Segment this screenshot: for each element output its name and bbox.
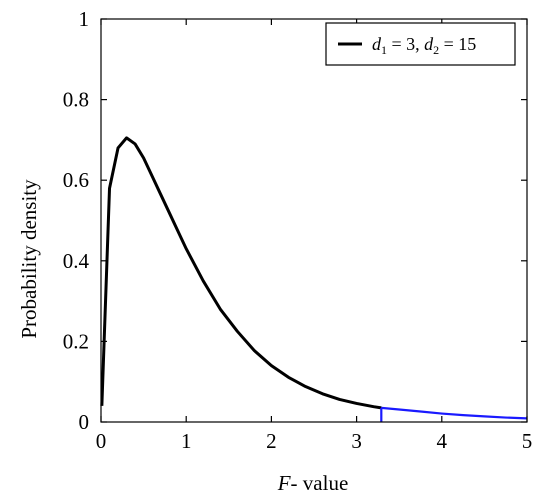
legend: d1 = 3, d2 = 15: [325, 22, 516, 66]
y-axis-label: Probability density: [17, 179, 41, 339]
x-tick-label: 5: [522, 429, 533, 453]
y-tick-label: 0: [79, 410, 90, 434]
x-tick-label: 0: [96, 429, 107, 453]
x-tick-label: 3: [351, 429, 362, 453]
y-tick-label: 0.8: [63, 88, 89, 112]
axes-layer: 0 1 2 3 4 5 0 0.2 0.4 0.6 0.8 1: [63, 7, 533, 453]
plot-frame: [100, 18, 528, 423]
y-tick-label: 0.4: [63, 249, 90, 273]
x-axis-label: F- value: [277, 471, 349, 495]
legend-entry: d1 = 3, d2 = 15: [372, 34, 476, 57]
x-tick-label: 4: [437, 429, 448, 453]
plot-layer: [100, 136, 528, 422]
series-line-0: [100, 136, 382, 410]
x-axis-label-text: - value: [291, 471, 349, 495]
x-tick-label: 1: [181, 429, 192, 453]
y-tick-label: 0.2: [63, 329, 89, 353]
series-line-1: [381, 406, 528, 420]
y-tick-label: 1: [79, 7, 90, 31]
x-tick-label: 2: [266, 429, 277, 453]
y-tick-label: 0.6: [63, 168, 89, 192]
